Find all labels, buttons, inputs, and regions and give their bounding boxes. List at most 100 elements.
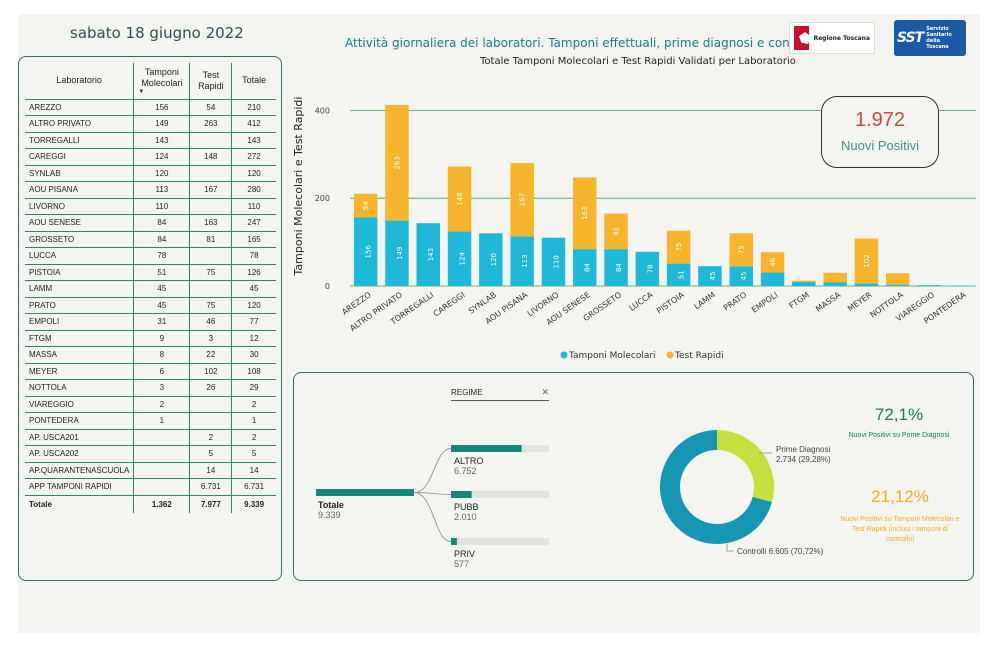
value-cell: 12 bbox=[231, 330, 276, 347]
nuovi-positivi-card: 1.972 Nuovi Positivi bbox=[821, 96, 939, 168]
table-row[interactable]: PISTOIA 51 75 126 bbox=[25, 264, 276, 281]
bar-data-label: 102 bbox=[863, 254, 871, 267]
bar-molecolari bbox=[573, 249, 597, 286]
bar-molecolari bbox=[510, 236, 534, 286]
bar-data-label: 84 bbox=[615, 263, 623, 272]
table-row[interactable]: GROSSETO 84 81 165 bbox=[25, 231, 276, 248]
value-cell: 9 bbox=[133, 330, 191, 347]
table-row[interactable]: LUCCA 78 78 bbox=[25, 247, 276, 265]
nuovi-positivi-label: Nuovi Positivi bbox=[840, 138, 920, 153]
value-cell: 22 bbox=[189, 346, 233, 364]
table-row[interactable]: FTGM 9 3 12 bbox=[25, 330, 276, 347]
bar-data-label: 75 bbox=[738, 245, 746, 254]
table-row[interactable]: ALTRO PRIVATO 149 263 412 bbox=[25, 115, 276, 133]
table-row[interactable]: APP TAMPONI RAPIDI 6.731 6.731 bbox=[25, 478, 276, 496]
bar-data-label: 163 bbox=[581, 207, 589, 220]
table-row[interactable]: TORREGALLI 143 143 bbox=[25, 132, 276, 149]
bar-data-label: 45 bbox=[709, 272, 717, 281]
lab-name-cell: PONTEDERA bbox=[25, 412, 135, 430]
lab-name-cell: AP. USCA201 bbox=[25, 429, 135, 446]
table-row[interactable]: AOU SENESE 84 163 247 bbox=[25, 214, 276, 232]
value-cell bbox=[133, 478, 191, 496]
value-cell: 2 bbox=[231, 396, 276, 413]
leader-line bbox=[726, 544, 734, 552]
table-row[interactable]: SYNLAB 120 120 bbox=[25, 165, 276, 182]
bar-molecolari bbox=[948, 285, 973, 287]
bar-data-label: 84 bbox=[584, 263, 592, 272]
total-cell: 7.977 bbox=[189, 495, 233, 513]
tree-connector bbox=[413, 448, 452, 493]
lab-name-cell: TORREGALLI bbox=[25, 132, 135, 149]
table-row[interactable]: CAREGGI 124 148 272 bbox=[25, 148, 276, 166]
table-row[interactable]: MASSA 8 22 30 bbox=[25, 346, 276, 364]
value-cell: 3 bbox=[189, 330, 233, 347]
value-cell: 78 bbox=[133, 247, 191, 265]
value-cell: 77 bbox=[231, 313, 276, 331]
table-row[interactable]: AP. USCA201 2 2 bbox=[25, 429, 276, 446]
col-header-laboratorio[interactable]: Laboratorio bbox=[25, 63, 135, 100]
bar-data-label: 148 bbox=[456, 192, 464, 205]
table-row[interactable]: LAMM 45 45 bbox=[25, 280, 276, 298]
page-title: Attività giornaliera dei laboratori. Tam… bbox=[345, 36, 817, 50]
lab-name-cell: NOTTOLA bbox=[25, 379, 135, 397]
col-header-test-rapidi[interactable]: Test Rapidi bbox=[189, 63, 233, 100]
table-row[interactable]: MEYER 6 102 108 bbox=[25, 363, 276, 380]
value-cell bbox=[189, 165, 233, 182]
value-cell bbox=[189, 396, 233, 413]
sst-logo-text: Servizio Sanitario della Toscana bbox=[926, 26, 952, 50]
x-tick-label: ALTRO PRIVATO bbox=[348, 290, 404, 333]
value-cell: 31 bbox=[133, 313, 191, 331]
col-header-tamponi-molecolari[interactable]: Tamponi Molecolari ▼ bbox=[133, 63, 191, 100]
table-row[interactable]: PRATO 45 75 120 bbox=[25, 297, 276, 314]
value-cell: 84 bbox=[133, 214, 191, 232]
donut-slice bbox=[660, 430, 772, 544]
value-cell: 54 bbox=[189, 99, 233, 116]
tree-root-label: Totale bbox=[318, 500, 344, 510]
regime-header-label: REGIME bbox=[451, 388, 483, 397]
value-cell: 120 bbox=[231, 165, 276, 182]
value-cell: 45 bbox=[231, 280, 276, 298]
col-header-totale[interactable]: Totale bbox=[231, 63, 276, 100]
value-cell: 29 bbox=[231, 379, 276, 397]
table-row[interactable]: AP.QUARANTENASCUOLA 14 14 bbox=[25, 462, 276, 479]
value-cell bbox=[189, 198, 233, 215]
value-cell: 14 bbox=[231, 462, 276, 479]
bar-molecolari bbox=[886, 284, 910, 286]
value-cell: 45 bbox=[133, 297, 191, 314]
table-row[interactable]: EMPOLI 31 46 77 bbox=[25, 313, 276, 331]
value-cell: 51 bbox=[133, 264, 191, 281]
lab-name-cell: PISTOIA bbox=[25, 264, 135, 281]
bar-data-label: 149 bbox=[396, 247, 404, 260]
table-row[interactable]: NOTTOLA 3 26 29 bbox=[25, 379, 276, 397]
toscana-emblem-icon bbox=[794, 26, 810, 50]
bar-rapidi bbox=[886, 273, 910, 285]
bar-data-label: 143 bbox=[427, 248, 435, 261]
table-row[interactable]: AOU PISANA 113 167 280 bbox=[25, 181, 276, 199]
table-row[interactable]: LIVORNO 110 110 bbox=[25, 198, 276, 215]
dashboard-canvas: sabato 18 giugno 2022 Attività giornalie… bbox=[18, 14, 980, 633]
value-cell: 75 bbox=[189, 297, 233, 314]
value-cell: 78 bbox=[231, 247, 276, 265]
pct-prime-diagnosi-label: Nuovi Positivi su Prime Diagnosi bbox=[848, 432, 950, 439]
bar-molecolari bbox=[917, 285, 941, 286]
value-cell bbox=[189, 412, 233, 430]
bar-rapidi bbox=[823, 272, 847, 283]
x-tick-label: PRATO bbox=[722, 290, 749, 312]
value-cell: 2 bbox=[189, 429, 233, 446]
x-tick-label: MASSA bbox=[814, 290, 843, 314]
table-row[interactable]: AREZZO 156 54 210 bbox=[25, 99, 276, 116]
table-row[interactable]: AP. USCA202 5 5 bbox=[25, 445, 276, 463]
table-row[interactable]: PONTEDERA 1 1 bbox=[25, 412, 276, 430]
value-cell: 75 bbox=[189, 264, 233, 281]
value-cell: 1 bbox=[133, 412, 191, 430]
laboratory-table-panel: Laboratorio Tamponi Molecolari ▼ Test Ra… bbox=[18, 56, 282, 581]
value-cell: 46 bbox=[189, 313, 233, 331]
bar-molecolari bbox=[385, 220, 409, 286]
close-icon[interactable]: ✕ bbox=[541, 387, 549, 397]
table-row[interactable]: VIAREGGIO 2 2 bbox=[25, 396, 276, 413]
bar-data-label: 81 bbox=[613, 227, 621, 236]
legend-label: Tamponi Molecolari bbox=[568, 351, 656, 361]
value-cell: 156 bbox=[133, 99, 191, 116]
value-cell: 113 bbox=[133, 181, 191, 199]
value-cell: 163 bbox=[189, 214, 233, 232]
